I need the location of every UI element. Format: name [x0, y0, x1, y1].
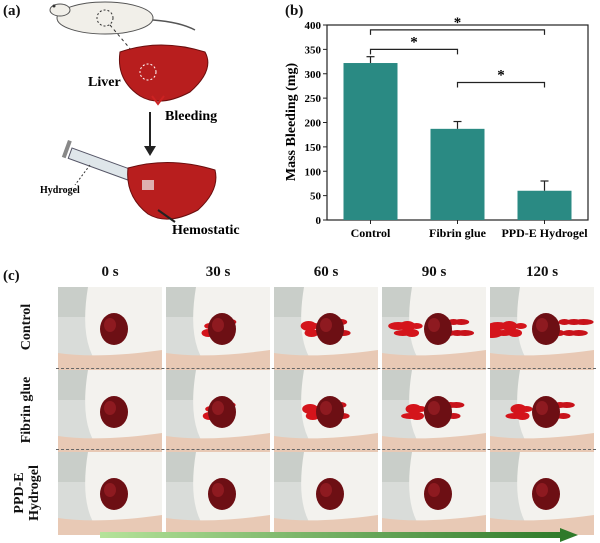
row-label: Fibrin glue [19, 376, 34, 444]
liver-label: Liver [88, 75, 121, 90]
y-axis-label: Mass Bleeding (mg) [284, 63, 299, 182]
time-label: 120 s [525, 264, 559, 280]
hemostatic-label: Hemostatic [172, 223, 240, 238]
liver-photo [58, 370, 162, 453]
time-label: 30 s [205, 264, 231, 280]
significance-label: * [410, 34, 418, 50]
y-tick-label: 100 [305, 166, 322, 178]
significance-bracket [369, 48, 459, 55]
hydrogel-label: Hydrogel [40, 185, 80, 196]
row-separator [56, 368, 596, 369]
liver-photo [490, 370, 594, 453]
bleeding-label: Bleeding [165, 109, 217, 124]
liver-photo [382, 287, 486, 370]
liver-photo [166, 287, 270, 370]
syringe-icon [61, 140, 137, 183]
time-label: 90 s [421, 264, 447, 280]
y-tick-label: 200 [305, 118, 322, 130]
liver-photo [274, 370, 378, 453]
liver-photo [490, 452, 594, 535]
panel-label-c: (c) [3, 268, 20, 284]
time-progress-arrow [100, 528, 578, 542]
liver-photo [58, 452, 162, 535]
hemostasis-schematic: Liver Bleeding Hydrogel Hemostatic [40, 1, 240, 238]
liver-photo [382, 370, 486, 453]
liver-photo [274, 452, 378, 535]
panel-label-a: (a) [3, 3, 21, 19]
x-tick-label: Control [351, 226, 391, 240]
row-separator [56, 449, 596, 450]
bar-ppd-e-hydrogel [517, 190, 572, 220]
y-tick-label: 400 [305, 20, 322, 32]
liver-photo [382, 452, 486, 535]
panel-label-b: (b) [285, 3, 304, 19]
liver-photo [58, 287, 162, 370]
bar-fibrin-glue [430, 128, 485, 220]
row-label: PPD-E Hydrogel [12, 465, 42, 521]
liver-photo [166, 370, 270, 453]
liver-photo [274, 287, 378, 370]
significance-label: * [454, 15, 462, 31]
mouse-icon [49, 1, 196, 35]
y-tick-label: 350 [305, 44, 322, 56]
liver-photo [166, 452, 270, 535]
treated-liver-icon [127, 162, 217, 220]
arrow-down-icon [144, 112, 156, 156]
significance-label: * [497, 68, 505, 84]
row-label: Control [19, 303, 34, 351]
significance-bracket [456, 81, 546, 88]
bar-chart: Mass Bleeding (mg) 0 50 100 150 200 250 300 350… [284, 15, 589, 240]
x-tick-label: Fibrin glue [429, 226, 487, 240]
liver-icon [118, 44, 209, 106]
significance-bracket [369, 29, 546, 35]
y-tick-label: 50 [310, 191, 322, 203]
liver-photo [490, 287, 594, 370]
y-tick-label: 0 [316, 215, 322, 227]
time-label: 0 s [101, 264, 119, 280]
y-tick-label: 150 [305, 142, 322, 154]
x-tick-label: PPD-E Hydrogel [501, 226, 588, 240]
bar-control [343, 63, 398, 221]
time-label: 60 s [313, 264, 339, 280]
y-tick-label: 300 [305, 69, 322, 81]
y-tick-label: 250 [305, 93, 322, 105]
